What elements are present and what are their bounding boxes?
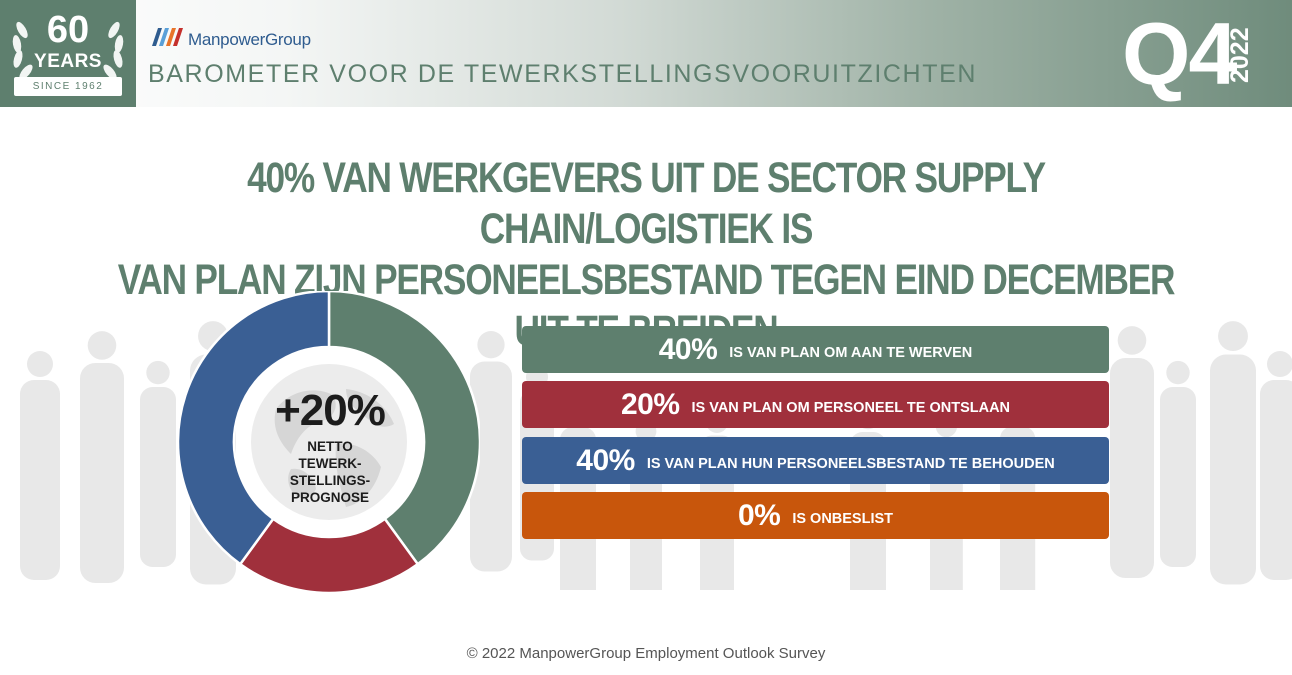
legend-bar-value: 0% <box>737 498 781 532</box>
person-silhouette <box>470 331 512 572</box>
legend-bar-reduce: 20% IS VAN PLAN OM PERSONEEL TE ONTSLAAN <box>522 381 1109 428</box>
quarter-label: Q4 <box>1122 4 1237 103</box>
legend-bar-label: IS VAN PLAN HUN PERSONEELSBESTAND TE BEH… <box>646 455 1055 472</box>
badge-number: 60 <box>46 9 90 51</box>
badge-since-ribbon: SINCE 1962 <box>14 77 122 96</box>
person-silhouette <box>140 360 176 567</box>
legend-bar-label: IS VAN PLAN OM PERSONEEL TE ONTSLAAN <box>691 399 1011 416</box>
person-silhouette <box>1110 326 1154 578</box>
net-outlook-label-line: PROGNOSE <box>290 490 369 505</box>
year-label: 2022 <box>1226 27 1254 83</box>
legend-bar-hire: 40% IS VAN PLAN OM AAN TE WERVEN <box>522 326 1109 373</box>
header-banner: 60 YEARS SINCE 1962 ManpowerGroup BAROME… <box>0 0 1292 107</box>
anniversary-badge: 60 YEARS SINCE 1962 <box>0 0 136 107</box>
net-outlook-label-line: STELLINGS- <box>289 473 371 488</box>
legend-bar-value: 40% <box>658 332 718 366</box>
globe-icon <box>236 349 422 535</box>
person-silhouette <box>1260 351 1292 580</box>
person-silhouette <box>80 331 124 583</box>
barometer-title: BAROMETER VOOR DE TEWERKSTELLINGSVOORUIT… <box>148 60 977 88</box>
copyright-footer: © 2022 ManpowerGroup Employment Outlook … <box>466 645 826 662</box>
headline-line-1: 40% VAN WERKGEVERS UIT DE SECTOR SUPPLY … <box>247 154 1046 253</box>
donut-center-globe <box>236 349 422 535</box>
legend-bar-label: IS ONBESLIST <box>792 510 894 527</box>
legend-bar-value: 20% <box>620 387 680 421</box>
net-outlook-label: NETTO TEWERK- STELLINGS- PROGNOSE <box>268 438 392 506</box>
donut-chart <box>178 291 480 593</box>
legend-bar-label: IS VAN PLAN OM AAN TE WERVEN <box>729 344 973 361</box>
donut-slice-3 <box>178 291 331 566</box>
person-silhouette <box>20 351 60 580</box>
legend-bar-keep: 40% IS VAN PLAN HUN PERSONEELSBESTAND TE… <box>522 437 1109 484</box>
brand-name: ManpowerGroup <box>188 30 311 49</box>
net-outlook-label-line: NETTO <box>307 439 353 454</box>
laurel-wreath-icon <box>12 21 124 80</box>
person-silhouette <box>1160 360 1196 567</box>
manpowergroup-logo-icon <box>152 28 183 46</box>
badge-years: YEARS <box>34 51 102 72</box>
net-outlook-value: +20% <box>275 386 386 435</box>
net-outlook-label-line: TEWERK- <box>298 456 362 471</box>
person-silhouette <box>1210 321 1256 585</box>
legend-bar-value: 40% <box>576 443 635 477</box>
donut-slice-1 <box>327 291 480 566</box>
legend-bar-undecided: 0% IS ONBESLIST <box>522 492 1109 539</box>
